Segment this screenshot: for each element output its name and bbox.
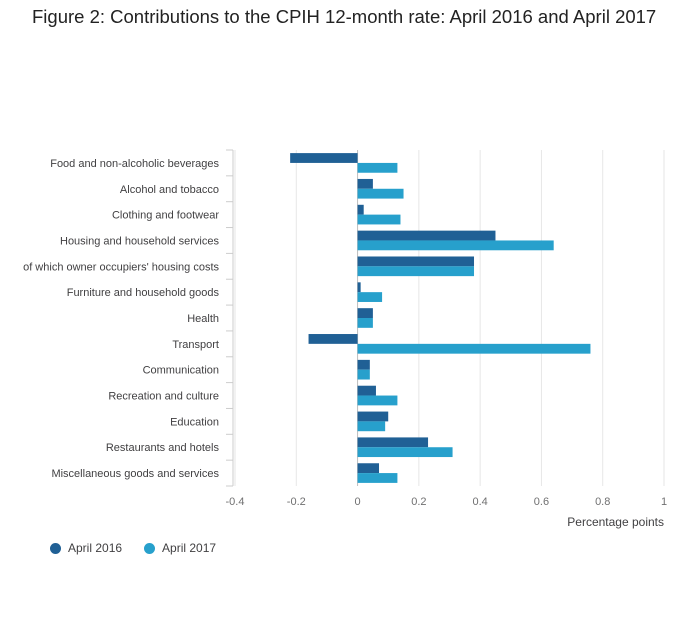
- bar-2016: [357, 204, 364, 215]
- bar-2016: [357, 282, 361, 293]
- legend: April 2016 April 2017: [50, 541, 216, 555]
- bar-2017: [357, 473, 398, 483]
- bars: [290, 153, 591, 483]
- category-labels: Food and non-alcoholic beverages Alcohol …: [23, 158, 219, 480]
- bar-2016: [357, 178, 373, 189]
- x-tick-label: -0.4: [226, 496, 245, 508]
- category-label: Education: [170, 416, 219, 428]
- bar-2017: [357, 162, 398, 173]
- category-label: Miscellaneous goods and services: [51, 468, 219, 480]
- legend-label-2016: April 2016: [68, 541, 123, 555]
- legend-item-2016[interactable]: April 2016: [50, 541, 122, 555]
- x-tick-label: -0.2: [287, 496, 306, 508]
- bar-2017: [357, 214, 401, 225]
- bar-2016: [357, 256, 475, 267]
- x-tick-label: 0.2: [411, 496, 426, 508]
- x-tick-label: 0.8: [595, 496, 610, 508]
- x-tick-labels: -0.4 -0.2 0 0.2 0.4 0.6 0.8 1: [226, 496, 668, 508]
- bar-2016: [357, 385, 376, 396]
- bar-2016: [357, 463, 380, 474]
- x-tick-label: 0.4: [472, 496, 487, 508]
- category-label: Housing and household services: [60, 235, 219, 247]
- bar-2016: [290, 153, 358, 163]
- x-tick-label: 0.6: [534, 496, 549, 508]
- category-label: Transport: [172, 339, 219, 351]
- bar-2017: [357, 266, 475, 277]
- bar-2016: [357, 437, 429, 448]
- gridlines: [234, 150, 665, 486]
- legend-item-2017[interactable]: April 2017: [144, 541, 216, 555]
- chart-title: Figure 2: Contributions to the CPIH 12-m…: [32, 6, 657, 27]
- category-label: Restaurants and hotels: [106, 442, 220, 454]
- bar-2016: [308, 334, 358, 344]
- category-label: Communication: [143, 365, 219, 377]
- category-label: Clothing and footwear: [112, 210, 219, 222]
- bar-2017: [357, 318, 373, 328]
- bar-2016: [357, 308, 373, 318]
- bar-2016: [357, 230, 496, 241]
- category-label: Recreation and culture: [108, 391, 219, 403]
- category-label: Food and non-alcoholic beverages: [50, 158, 219, 170]
- bar-2017: [357, 369, 370, 380]
- bar-2017: [357, 188, 404, 199]
- bar-2016: [357, 411, 389, 422]
- bar-2017: [357, 343, 591, 354]
- bar-2017: [357, 447, 453, 458]
- bar-2017: [357, 421, 386, 432]
- legend-label-2017: April 2017: [162, 541, 217, 555]
- bar-2017: [357, 292, 383, 302]
- legend-swatch-2016: [50, 542, 61, 554]
- bar-2016: [357, 359, 370, 370]
- category-label: Health: [187, 313, 219, 325]
- category-axis: [226, 149, 234, 487]
- category-label: Furniture and household goods: [67, 287, 220, 299]
- x-tick-label: 1: [661, 496, 667, 508]
- x-axis-title: Percentage points: [567, 515, 664, 529]
- legend-swatch-2017: [144, 542, 156, 554]
- bar-2017: [357, 240, 554, 251]
- bar-2017: [357, 395, 398, 406]
- category-label: of which owner occupiers' housing costs: [23, 261, 219, 273]
- x-tick-label: 0: [355, 496, 361, 508]
- category-label: Alcohol and tobacco: [120, 184, 219, 196]
